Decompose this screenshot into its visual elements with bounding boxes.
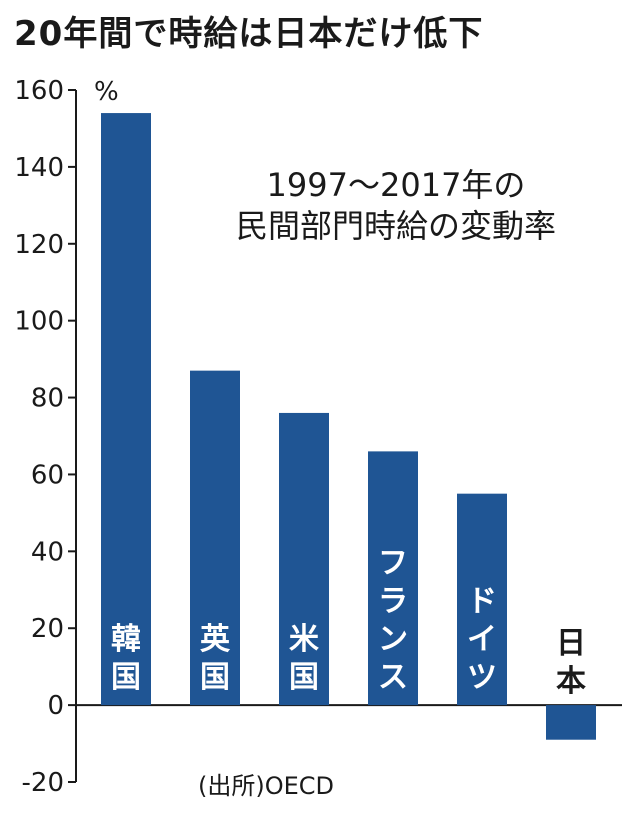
source-note: (出所)OECD — [198, 772, 334, 800]
bar-category-label-char: イ — [467, 622, 497, 657]
bar-category-label-char: 国 — [200, 660, 230, 695]
bar-category-label-char: 国 — [289, 660, 319, 695]
y-axis-unit-label: % — [94, 77, 119, 107]
bar-category-label-char: 英 — [200, 622, 231, 657]
bar-category-label-char: ス — [378, 660, 408, 695]
bar-category-label-char: フ — [378, 546, 408, 581]
bar-category-label-char: 日 — [556, 626, 586, 661]
y-tick-label: 80 — [31, 384, 64, 414]
bar — [368, 451, 418, 706]
bar-category-label-char: ド — [467, 584, 497, 619]
y-tick-label: 120 — [14, 230, 64, 260]
bar-category-label-char: ン — [378, 622, 408, 657]
bar-category-label: 英国 — [200, 622, 231, 695]
subtitle-line-1: 1997〜2017年の — [267, 166, 526, 204]
y-tick-label: -20 — [22, 768, 64, 798]
bar-category-label: 韓国 — [111, 622, 141, 695]
bar-category-label-char: 国 — [111, 660, 141, 695]
y-axis: 160 140 120 100 80 60 40 20 0 -20 — [14, 76, 622, 798]
y-tick-label: 60 — [31, 460, 64, 490]
y-tick-label: 100 — [14, 307, 64, 337]
subtitle-line-2: 民間部門時給の変動率 — [236, 207, 556, 245]
bar — [457, 493, 507, 706]
bar-category-label-char: ツ — [467, 660, 497, 695]
y-tick-label: 0 — [47, 691, 64, 721]
y-tick-label: 140 — [14, 153, 64, 183]
chart-title: 20年間で時給は日本だけ低下 — [14, 14, 484, 54]
bar-category-label: ドイツ — [467, 584, 497, 695]
bar — [190, 370, 240, 706]
y-tick-label: 40 — [31, 537, 64, 567]
bar — [546, 705, 596, 740]
bar-category-label-char: 本 — [556, 664, 586, 699]
bar-category-label-char: ラ — [378, 584, 408, 619]
bar-category-label-char: 韓 — [111, 622, 141, 657]
bar-category-label-char: 米 — [289, 622, 319, 657]
chart-subtitle: 1997〜2017年の 民間部門時給の変動率 — [236, 166, 556, 245]
bar-category-label: 日本 — [556, 626, 586, 699]
bar — [101, 113, 151, 706]
bar-category-label: 米国 — [289, 622, 319, 695]
y-tick-label: 160 — [14, 76, 64, 106]
y-tick-label: 20 — [31, 614, 64, 644]
bar — [279, 412, 329, 706]
bar-category-label: フランス — [378, 546, 408, 695]
